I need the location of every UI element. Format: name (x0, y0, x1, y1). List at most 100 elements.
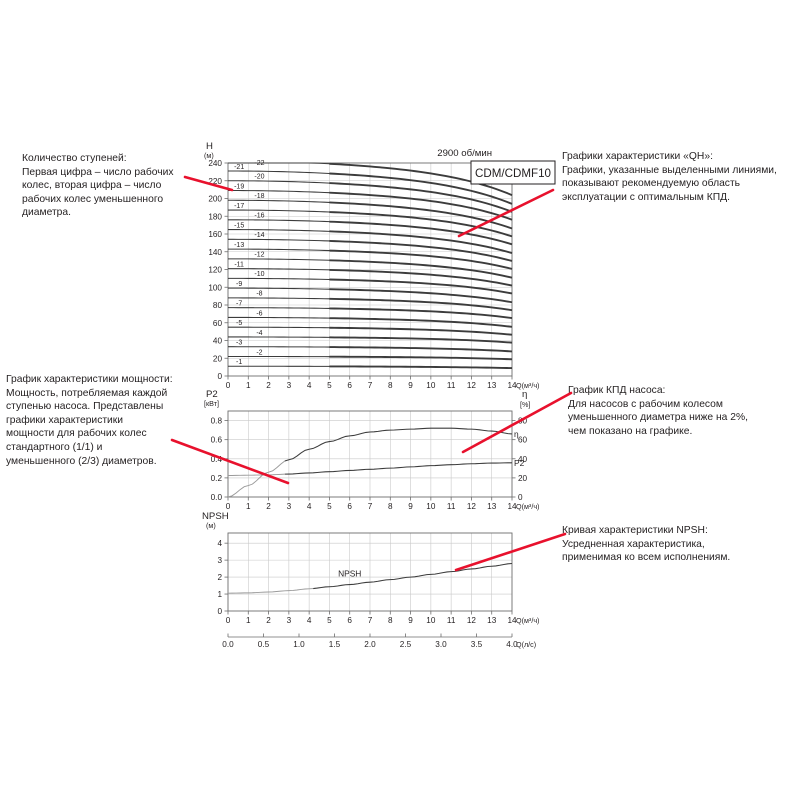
qh-annotation-line: Графики, указанные выделенными линиями, (562, 164, 777, 176)
npsh-series-label: NPSH (338, 569, 361, 579)
x-tick-label: 2 (266, 502, 271, 511)
power-annotation-line: График характеристики мощности: (6, 374, 173, 385)
y-tick-label: 0.6 (211, 436, 223, 445)
qh-stage-label: -21 (234, 164, 244, 171)
qh-stage-label: -12 (254, 252, 264, 259)
pointer-power (170, 438, 290, 485)
x-tick-label: 0 (226, 381, 231, 390)
qh-stage-curve-recommended (329, 297, 513, 312)
power-annotation: График характеристики мощности: Мощность… (6, 373, 206, 468)
qh-stage-label: -14 (254, 232, 264, 239)
x2-tick-label: 4.0 (506, 640, 518, 649)
x-tick-label: 1 (246, 381, 251, 390)
x2-tick-label: 2.0 (364, 640, 376, 649)
x-tick-label: 2 (266, 616, 271, 625)
x2-tick-label: 1.5 (329, 640, 341, 649)
y-tick-label: 0 (217, 372, 222, 381)
x2-tick-label: 3.0 (435, 640, 447, 649)
x-tick-label: 14 (507, 381, 517, 390)
y-tick-label: 160 (208, 230, 222, 239)
qh-annotation-line: Графики характеристики «QH»: (562, 151, 713, 162)
qh-stage-label: -1 (236, 359, 242, 366)
qh-stage-label: -4 (256, 330, 262, 337)
qh-stage-label: -15 (234, 222, 244, 229)
power-annotation-line: уменьшенного (2/3) диаметров. (6, 455, 157, 467)
y2-tick-label: 0 (518, 493, 523, 502)
x-axis-title: Q(м³/ч) (516, 502, 539, 511)
qh-stage-label: -5 (236, 320, 242, 327)
qh-stage-label: -11 (234, 261, 244, 268)
pump-model-label: CDM/CDMF10 (475, 167, 551, 180)
qh-stage-curve-recommended (329, 172, 513, 205)
qh-stage-label: -20 (254, 174, 264, 181)
npsh-annotation-line: Кривая характеристики NPSH: (562, 525, 708, 536)
qh-stage-label: -19 (234, 183, 244, 190)
efficiency-annotation-line: чем показано на графике. (568, 425, 693, 437)
x2-tick-label: 0.0 (222, 640, 234, 649)
y2-tick-label: 80 (518, 417, 528, 426)
x-tick-label: 4 (307, 616, 312, 625)
x-tick-label: 0 (226, 616, 231, 625)
x-tick-label: 1 (246, 502, 251, 511)
x-tick-label: 8 (388, 502, 393, 511)
y-tick-label: 40 (213, 337, 223, 346)
y-axis-unit: [кВт] (204, 399, 219, 408)
qh-stage-curve-recommended (329, 346, 513, 353)
qh-stage-curve-recommended (329, 220, 513, 246)
pointer-stages (183, 175, 234, 192)
x2-tick-label: 1.0 (293, 640, 305, 649)
x-tick-label: 5 (327, 502, 332, 511)
power-curve-reduced (227, 473, 285, 476)
y2-axis-unit: [%] (520, 400, 530, 409)
y-tick-label: 240 (208, 159, 222, 168)
x-tick-label: 11 (447, 381, 456, 390)
power-annotation-line: графики характеристики (6, 414, 124, 426)
qh-stage-label: -13 (234, 242, 244, 249)
y-tick-label: 20 (213, 354, 223, 363)
y-tick-label: 1 (217, 590, 222, 599)
y2-tick-label: 20 (518, 474, 528, 483)
qh-annotation: Графики характеристики «QH»: Графики, ук… (562, 150, 800, 204)
power-annotation-line: мощности для рабочих колес (6, 428, 147, 440)
qh-stage-curve-recommended (329, 278, 513, 295)
x-tick-label: 8 (388, 381, 393, 390)
y-tick-label: 0.4 (211, 455, 223, 464)
efficiency-annotation-line: Для насосов с рабочим колесом (568, 398, 723, 410)
stages-annotation-line: колес, вторая цифра – число (22, 180, 162, 192)
y-axis-title: NPSH (202, 511, 229, 522)
x-tick-label: 6 (347, 616, 352, 625)
x2-axis-title: Q(л/с) (516, 640, 536, 649)
x-tick-label: 5 (327, 381, 332, 390)
pointer-lines (170, 175, 573, 572)
qh-stage-curve-recommended (329, 259, 513, 279)
qh-stage-curve-recommended (329, 365, 513, 370)
x-tick-label: 2 (266, 381, 271, 390)
stages-annotation-line: диаметра. (22, 207, 71, 219)
efficiency-curve (284, 427, 513, 462)
qh-annotation-line: показывают рекомендуемую область (562, 178, 741, 190)
qh-stage-curve-recommended (329, 268, 513, 287)
power-annotation-line: стандартного (1/1) и (6, 441, 103, 453)
x-tick-label: 10 (426, 502, 436, 511)
npsh-annotation-line: применимая ко всем исполнениям. (562, 552, 731, 564)
x-tick-label: 6 (347, 381, 352, 390)
qh-stage-curve-recommended (329, 355, 513, 361)
qh-stage-label: -2 (256, 349, 262, 356)
y-tick-label: 0.0 (211, 493, 223, 502)
y-axis-title: P2 (206, 389, 218, 400)
x-tick-label: 14 (507, 502, 517, 511)
x-tick-label: 13 (487, 502, 497, 511)
qh-stage-label: -3 (236, 340, 242, 347)
x-axis-title: Q(м³/ч) (516, 381, 539, 390)
x-tick-label: 7 (368, 616, 373, 625)
y-tick-label: 3 (217, 556, 222, 565)
power-series-label: P2 (514, 458, 525, 468)
y-tick-label: 100 (208, 283, 222, 292)
stages-annotation-line: Первая цифра – число рабочих (22, 166, 174, 178)
pump-speed-label: 2900 об/мин (437, 148, 492, 159)
qh-stage-label: -18 (254, 193, 264, 200)
x-tick-label: 11 (447, 616, 456, 625)
x2-tick-label: 3.5 (471, 640, 483, 649)
